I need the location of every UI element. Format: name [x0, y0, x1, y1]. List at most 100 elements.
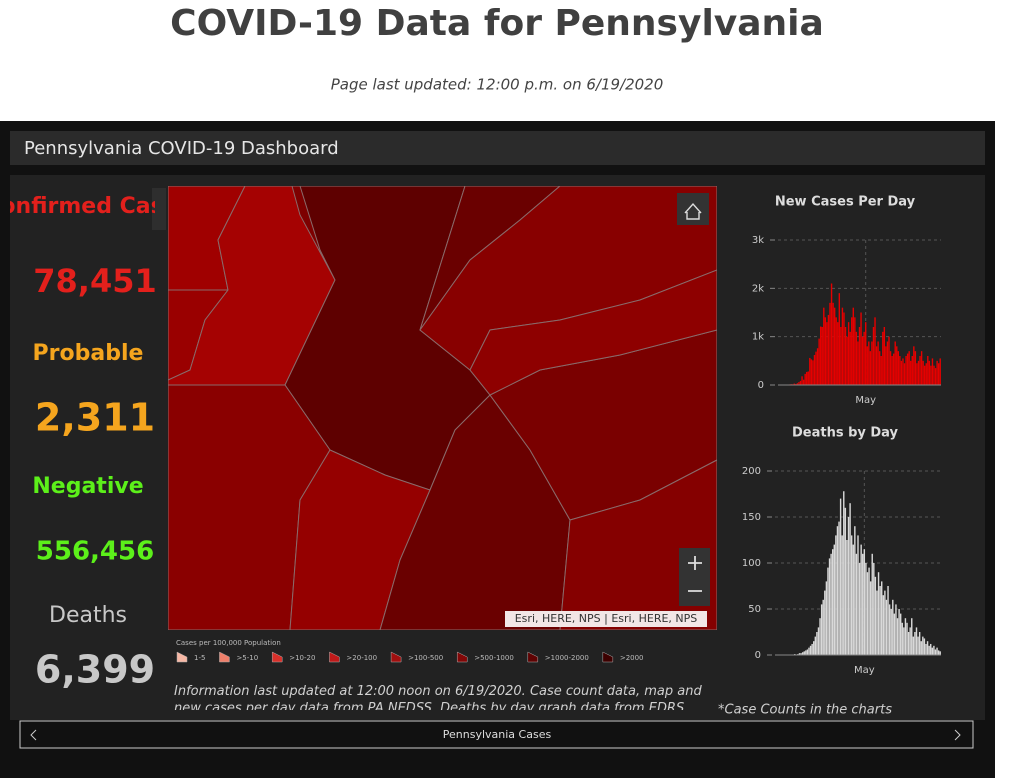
bar [873, 563, 875, 655]
bar [891, 356, 893, 385]
bar [889, 351, 892, 385]
bar [808, 647, 810, 655]
home-icon [684, 202, 702, 220]
legend-swatch [219, 651, 230, 663]
bar [835, 317, 837, 385]
bar [888, 604, 891, 655]
bar [918, 632, 921, 655]
legend-label: >100-500 [408, 654, 443, 662]
bar [807, 371, 809, 385]
bar [890, 609, 892, 655]
counter-value: 6,399 [35, 648, 155, 692]
bar [865, 322, 867, 385]
bar [841, 535, 843, 655]
bar [919, 356, 921, 385]
bar [830, 283, 833, 385]
bar [802, 379, 805, 385]
bar [874, 317, 876, 385]
bar [868, 567, 870, 655]
bar [793, 383, 795, 385]
bar [937, 363, 940, 385]
bar [809, 645, 812, 655]
bar [817, 627, 820, 655]
bar [818, 338, 820, 385]
home-button[interactable] [677, 193, 709, 225]
bar [828, 558, 831, 655]
bar [857, 535, 859, 655]
bar [857, 341, 859, 385]
legend-label: >500-1000 [474, 654, 514, 662]
bar [811, 643, 813, 655]
bar [936, 647, 938, 655]
bar [876, 590, 878, 655]
legend-swatch [390, 651, 402, 663]
bar [908, 351, 910, 385]
legend-swatch [456, 651, 468, 663]
bar [847, 322, 850, 385]
bar [903, 627, 905, 655]
bar [844, 327, 847, 385]
bar [819, 326, 822, 385]
bar [914, 632, 916, 655]
y-tick-label: 0 [755, 650, 761, 661]
bar [920, 641, 922, 655]
legend-swatch [527, 651, 539, 663]
bar [806, 371, 808, 385]
bar [801, 652, 804, 655]
bar [800, 653, 802, 655]
bar [915, 627, 918, 655]
bar [917, 636, 919, 655]
footer-arrows[interactable] [30, 729, 961, 741]
bar [902, 358, 904, 385]
bar [866, 572, 869, 655]
y-tick-label: 1k [752, 332, 764, 343]
bar [896, 618, 899, 655]
counter-label: Negative [32, 474, 143, 499]
bar [833, 544, 835, 655]
bar [874, 576, 877, 655]
bar [847, 517, 850, 655]
y-tick-label: 50 [748, 604, 761, 615]
bar [928, 360, 931, 385]
bar [819, 618, 821, 655]
bar [813, 641, 815, 655]
bar [854, 317, 856, 385]
bar [877, 572, 880, 655]
y-tick-label: 150 [742, 512, 761, 523]
bar [886, 341, 889, 385]
info-text: Information last updated at 12:00 noon o… [174, 684, 702, 710]
y-tick-label: 200 [742, 466, 761, 477]
bar [846, 540, 848, 655]
legend-label: >2000 [620, 654, 644, 662]
bar [939, 358, 941, 385]
bar [832, 302, 834, 385]
legend-swatch [329, 651, 340, 663]
bar [849, 331, 851, 385]
bar [896, 346, 898, 385]
dashboard-header [10, 131, 985, 165]
scrollbar[interactable] [152, 188, 166, 230]
bar [852, 544, 854, 655]
x-tick-label: May [854, 665, 875, 676]
chart-title: Deaths by Day [792, 426, 899, 441]
bar [879, 586, 881, 655]
bar [899, 356, 901, 385]
bar [872, 327, 875, 385]
counter-label: Deaths [49, 603, 127, 628]
bar [882, 595, 885, 655]
bar [926, 641, 929, 655]
bar [851, 317, 853, 385]
bar [880, 356, 882, 385]
bar [892, 599, 894, 655]
bar [798, 382, 800, 385]
bar [823, 307, 825, 385]
bar [830, 553, 832, 655]
bar [911, 618, 913, 655]
bar [885, 346, 887, 385]
bar [846, 336, 848, 385]
bar [833, 307, 836, 385]
bar [844, 507, 847, 655]
map-attribution: Esri, HERE, NPS | Esri, HERE, NPS [515, 612, 698, 625]
bar [901, 622, 903, 655]
counter-value: 78,451 [33, 262, 156, 300]
